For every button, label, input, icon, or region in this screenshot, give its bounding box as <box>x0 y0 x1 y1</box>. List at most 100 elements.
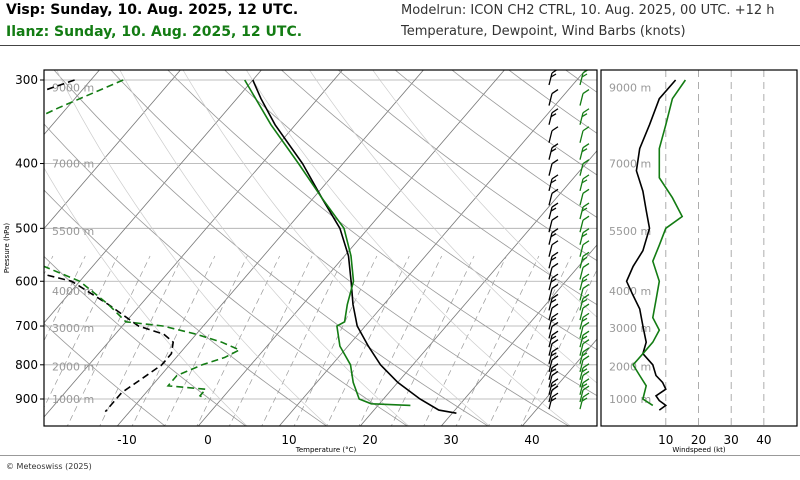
barb-ilanz <box>579 392 590 410</box>
isotherm-line <box>197 70 505 426</box>
barb-ilanz <box>579 385 590 403</box>
barb-ilanz <box>579 293 590 311</box>
barb-visp <box>548 262 559 280</box>
barb-visp <box>548 378 559 395</box>
barb-visp <box>548 251 559 269</box>
wind-height-label: 4000 m <box>609 285 651 298</box>
y-tick-label: 400 <box>15 157 38 171</box>
barb-visp <box>548 312 559 330</box>
y-tick-label: 300 <box>15 73 38 87</box>
mixing-ratio-line <box>131 255 216 426</box>
barb-visp <box>548 89 559 106</box>
barb-ilanz <box>579 355 590 373</box>
wind-x-tick-label: 40 <box>756 433 771 447</box>
barb-visp <box>548 385 559 403</box>
barb-visp <box>548 370 559 388</box>
mixing-ratio-line <box>228 255 313 426</box>
y-tick-label: 900 <box>15 392 38 406</box>
barb-visp <box>548 70 558 86</box>
moist-adiabat <box>56 70 329 426</box>
wind-frame <box>600 69 798 427</box>
barb-visp <box>548 363 559 380</box>
visp-windspeed-line <box>625 79 677 411</box>
barb-visp <box>548 174 559 192</box>
barb-ilanz <box>579 312 590 330</box>
site2-title: Ilanz: Sunday, 10. Aug. 2025, 12 UTC. <box>6 24 303 40</box>
wind-x-tick-label: 10 <box>658 433 673 447</box>
dry-adiabat <box>664 60 800 430</box>
moist-adiabat <box>182 70 490 426</box>
ilanz-temperature-line <box>244 79 411 407</box>
height-labels: 9000 m 7000 m 5500 m 4000 m 3000 m 2000 m 1000… <box>52 82 94 406</box>
visp-temperature-line <box>252 79 457 414</box>
barb-ilanz <box>579 143 590 160</box>
mixing-ratio-line <box>358 255 442 426</box>
barb-visp <box>548 330 559 348</box>
y-axis-label: Pressure (hPa) <box>3 223 11 273</box>
x-tick-label: 40 <box>524 433 539 447</box>
mixing-ratio-line <box>99 255 183 426</box>
mixing-ratio-line <box>455 255 540 426</box>
dry-adiabat <box>451 70 597 176</box>
barb-ilanz <box>579 370 590 388</box>
dry-adiabat <box>110 70 570 426</box>
barb-ilanz <box>579 273 590 291</box>
barb-visp <box>548 108 559 125</box>
barb-ilanz <box>579 108 590 125</box>
mixing-ratio-line <box>390 255 475 426</box>
barb-ilanz <box>579 321 590 339</box>
y-tick-label: 500 <box>15 221 38 235</box>
x-tick-label: -10 <box>117 433 137 447</box>
barb-ilanz <box>579 330 590 348</box>
isotherm-line <box>359 150 597 426</box>
barb-ilanz <box>579 215 590 233</box>
copyright: © Meteoswiss (2025) <box>6 462 92 471</box>
model-run-info: Modelrun: ICON CH2 CTRL, 10. Aug. 2025, … <box>401 3 775 18</box>
dry-adiabat <box>721 60 800 430</box>
barb-ilanz <box>579 228 590 245</box>
mixing-ratio-line <box>66 255 151 426</box>
mixing-ratio-line <box>326 255 410 426</box>
dry-adiabat <box>280 70 597 306</box>
barb-visp <box>548 283 559 301</box>
mixing-ratio-line <box>164 255 248 426</box>
mixing-ratio-line <box>44 255 86 342</box>
barb-ilanz <box>579 378 590 395</box>
wind-grid: 9000 m 7000 m 5500 m 4000 m 3000 m 2000 m 1000… <box>609 70 765 426</box>
moist-adiabat <box>372 70 597 318</box>
dry-adiabat <box>44 189 328 426</box>
barb-visp <box>548 392 559 410</box>
height-label: 7000 m <box>52 158 94 171</box>
isotherm-line <box>44 70 181 230</box>
barb-visp <box>548 321 559 339</box>
barb-ilanz <box>579 363 590 380</box>
mixing-ratio-line <box>196 255 280 426</box>
isotherm-line <box>521 338 597 426</box>
barb-ilanz <box>579 70 589 86</box>
height-label: 2000 m <box>52 361 94 374</box>
wind-height-label: 9000 m <box>609 82 651 95</box>
barb-visp <box>548 347 559 365</box>
dry-adiabat <box>608 60 800 430</box>
isotherm-line <box>44 70 343 418</box>
site1-title: Visp: Sunday, 10. Aug. 2025, 12 UTC. <box>6 2 299 18</box>
skewt-grid <box>44 60 800 430</box>
x-tick-label: 0 <box>204 433 212 447</box>
dry-adiabat <box>167 70 597 397</box>
x-axis-label: Temperature (°C) <box>295 446 357 454</box>
barb-visp <box>548 126 559 143</box>
barb-visp <box>548 355 559 373</box>
barb-ilanz <box>579 262 590 280</box>
wind-axes: 10 20 30 40 Windspeed (kt) <box>658 433 771 454</box>
barb-ilanz <box>579 283 590 301</box>
wind-barbs <box>548 70 590 410</box>
mixing-ratio-line <box>44 255 118 409</box>
wind-height-label: 2000 m <box>609 361 651 374</box>
height-label: 3000 m <box>52 322 94 335</box>
mixing-ratio-line <box>293 255 378 426</box>
barb-ilanz <box>579 89 590 106</box>
barb-visp <box>548 215 559 233</box>
header-divider <box>0 45 800 46</box>
mixing-ratio-line <box>520 268 597 426</box>
